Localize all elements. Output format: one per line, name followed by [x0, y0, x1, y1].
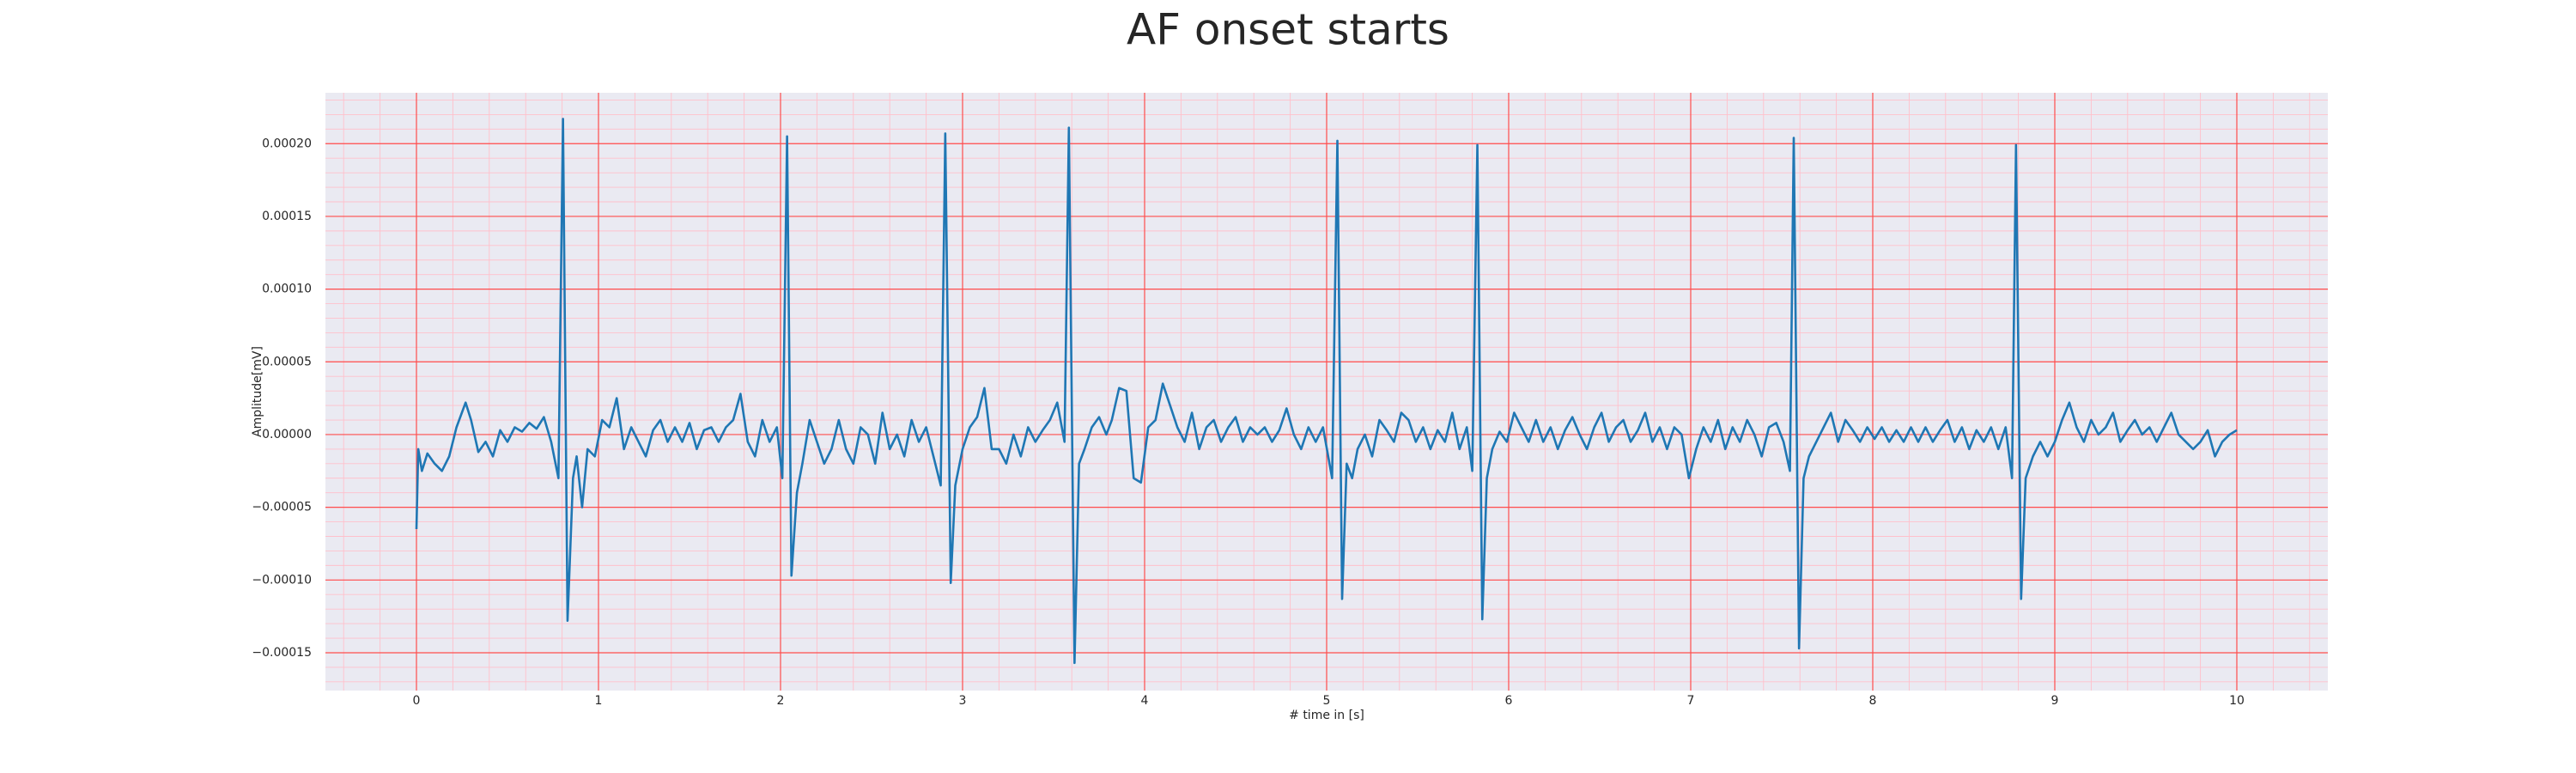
plot [415, 118, 2238, 665]
x-axis-label: # time in [s] [1289, 709, 1364, 722]
y-tick-label: 0.00000 [262, 428, 312, 441]
x-tick-label: 4 [1141, 694, 1149, 708]
x-tick-label: 8 [1869, 694, 1877, 708]
x-tick-label: 5 [1323, 694, 1331, 708]
y-tick-label: −0.00015 [252, 646, 312, 660]
y-tick-label: 0.00010 [262, 283, 312, 296]
x-tick-label: 1 [595, 694, 603, 708]
y-tick-label: −0.00005 [252, 501, 312, 514]
x-tick-label: 2 [777, 694, 785, 708]
x-tick-label: 0 [413, 694, 421, 708]
y-tick-label: −0.00010 [252, 573, 312, 587]
x-tick-label: 9 [2051, 694, 2059, 708]
chart-title: AF onset starts [1127, 5, 1449, 55]
x-tick-label: 7 [1687, 694, 1695, 708]
ecg-line [415, 118, 2238, 665]
x-tick-label: 3 [959, 694, 967, 708]
x-tick-label: 10 [2229, 694, 2245, 708]
y-tick-label: 0.00005 [262, 355, 312, 368]
y-axis-label: Amplitude[mV] [251, 346, 264, 437]
y-tick-label: 0.00020 [262, 137, 312, 150]
x-tick-label: 6 [1505, 694, 1513, 708]
y-tick-label: 0.00015 [262, 210, 312, 223]
labels: 0 1 2 3 4 5 6 7 8 9 10 −0.00015 −0.00010 −0.00005 0.00… [252, 137, 2245, 708]
